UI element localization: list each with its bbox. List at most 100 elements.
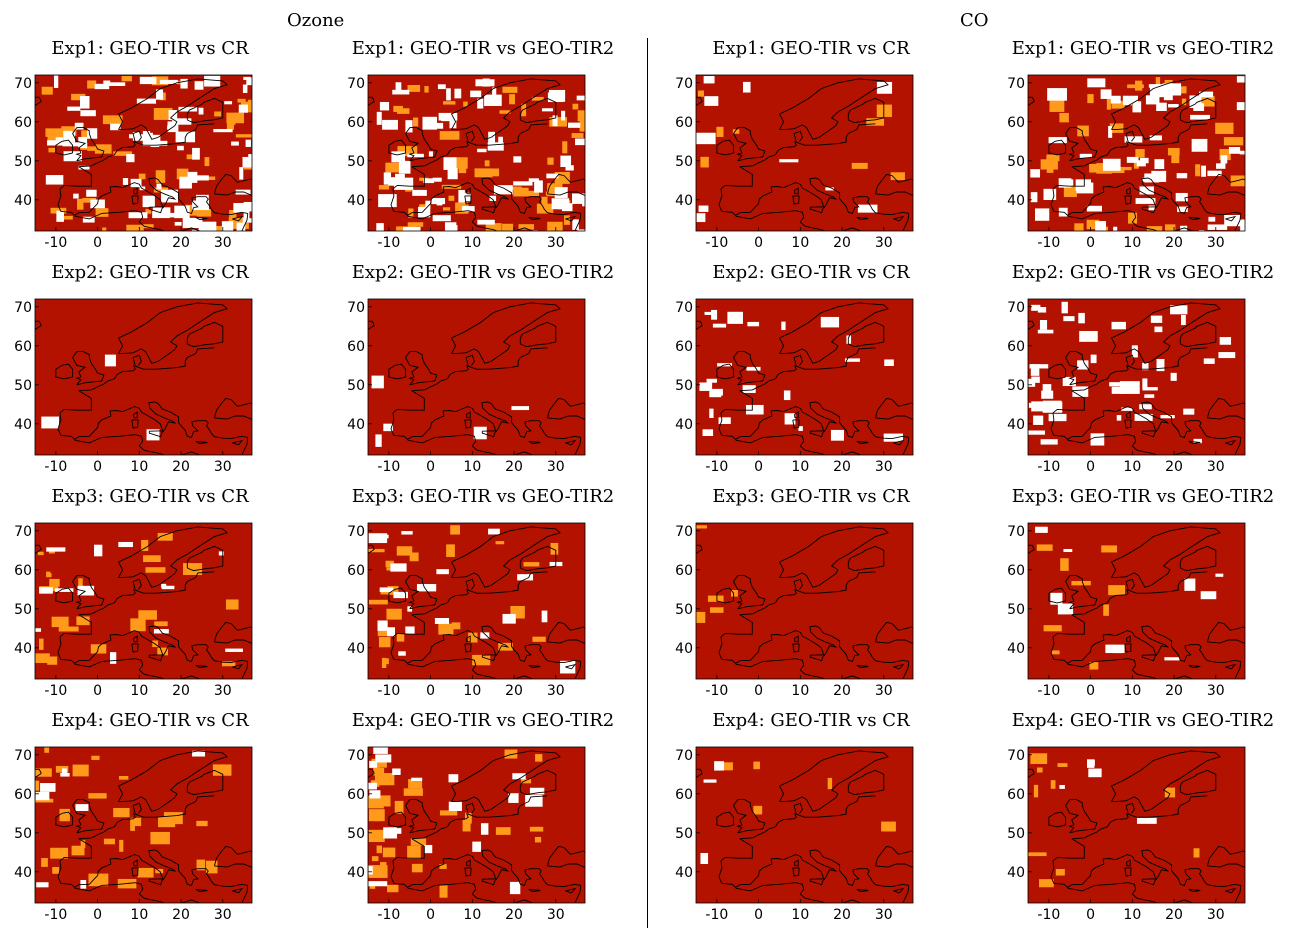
map-panel: Exp3: GEO-TIR vs GEO-TIR2 -10 0 10 20 30 40 50 6… bbox=[333, 486, 633, 708]
x-tick-label: 0 bbox=[754, 907, 763, 923]
coastline bbox=[1125, 795, 1208, 818]
grid-patch bbox=[798, 426, 803, 431]
grid-patch bbox=[102, 115, 123, 125]
grid-patch bbox=[67, 106, 81, 111]
grid-patch bbox=[442, 207, 451, 211]
coastline bbox=[232, 439, 244, 446]
grid-patch bbox=[138, 173, 146, 180]
coastline bbox=[718, 166, 909, 216]
plot-frame bbox=[695, 522, 914, 680]
grid-patch bbox=[743, 81, 751, 93]
grid-patch bbox=[395, 173, 405, 181]
grid-patch bbox=[1048, 137, 1067, 144]
panel-title: Exp1: GEO-TIR vs CR bbox=[51, 38, 249, 59]
coastline bbox=[733, 126, 766, 162]
coastline bbox=[856, 216, 869, 221]
grid-patch bbox=[391, 151, 406, 163]
grid-patch bbox=[178, 106, 198, 112]
grid-patch bbox=[416, 584, 437, 592]
grid-patch bbox=[198, 230, 212, 231]
grid-patch bbox=[407, 153, 424, 158]
coastline bbox=[875, 639, 913, 644]
grid-patch bbox=[1179, 86, 1187, 94]
panel-title: Exp4: GEO-TIR vs CR bbox=[51, 710, 249, 731]
grid-patch bbox=[560, 155, 572, 168]
coastline bbox=[55, 811, 74, 828]
coastline bbox=[117, 78, 228, 140]
significance-field bbox=[696, 75, 913, 231]
grid-patch bbox=[547, 221, 563, 231]
y-tick-label: 40 bbox=[347, 417, 365, 433]
coastline bbox=[739, 365, 797, 392]
grid-patch bbox=[143, 555, 161, 563]
grid-patch bbox=[386, 627, 396, 637]
grid-patch bbox=[1087, 94, 1094, 104]
coastline bbox=[1225, 215, 1237, 222]
coastline bbox=[856, 440, 869, 445]
coastline bbox=[213, 397, 252, 419]
y-tick-label: 50 bbox=[14, 826, 32, 842]
grid-patch bbox=[1175, 192, 1188, 202]
grid-patch bbox=[146, 429, 160, 441]
coastline bbox=[117, 526, 228, 588]
grid-patch bbox=[1163, 95, 1173, 101]
coastline bbox=[464, 643, 472, 653]
grid-patch bbox=[394, 177, 414, 190]
grid-patch bbox=[1215, 122, 1234, 134]
grid-patch bbox=[71, 845, 85, 856]
coastline bbox=[1124, 643, 1132, 653]
grid-patch bbox=[1103, 604, 1109, 616]
grid-patch bbox=[379, 101, 390, 111]
grid-patch bbox=[405, 626, 415, 634]
grid-patch bbox=[374, 795, 391, 807]
coastline bbox=[214, 639, 252, 644]
grid-patch bbox=[375, 434, 382, 447]
x-tick-label: 10 bbox=[130, 459, 148, 475]
grid-patch bbox=[502, 613, 516, 624]
grid-patch bbox=[388, 177, 399, 186]
grid-patch bbox=[474, 168, 493, 178]
y-tick-label: 50 bbox=[347, 826, 365, 842]
x-tick-label: -10 bbox=[1037, 907, 1060, 923]
grid-patch bbox=[41, 86, 53, 95]
grid-patch bbox=[138, 610, 157, 620]
grid-patch bbox=[245, 139, 251, 147]
coastline bbox=[214, 415, 252, 420]
grid-patch bbox=[182, 217, 203, 229]
grid-patch bbox=[1036, 544, 1053, 551]
grid-patch bbox=[1150, 315, 1163, 323]
y-tick-label: 50 bbox=[347, 154, 365, 170]
plot-frame bbox=[1027, 522, 1246, 680]
coastline bbox=[214, 191, 252, 196]
y-tick-label: 60 bbox=[1007, 339, 1025, 355]
grid-patch bbox=[1059, 112, 1069, 123]
y-tick-label: 70 bbox=[14, 76, 32, 92]
coastline bbox=[1207, 863, 1245, 868]
coastline bbox=[450, 302, 561, 364]
y-tick-label: 40 bbox=[675, 193, 693, 209]
section-title-co: CO bbox=[960, 10, 989, 31]
grid-patch bbox=[77, 585, 95, 596]
x-tick-label: 0 bbox=[93, 907, 102, 923]
grid-patch bbox=[237, 98, 246, 103]
grid-patch bbox=[784, 413, 796, 425]
coastline bbox=[513, 437, 582, 455]
grid-patch bbox=[781, 321, 786, 331]
grid-patch bbox=[71, 93, 86, 101]
grid-patch bbox=[531, 230, 539, 231]
coastline bbox=[874, 621, 913, 643]
y-tick-label: 70 bbox=[1007, 748, 1025, 764]
grid-patch bbox=[247, 99, 252, 104]
grid-patch bbox=[565, 165, 574, 171]
grid-patch bbox=[118, 541, 133, 548]
grid-patch bbox=[1030, 192, 1038, 203]
y-tick-label: 70 bbox=[675, 300, 693, 316]
grid-patch bbox=[143, 224, 154, 229]
coastline bbox=[464, 419, 472, 429]
grid-patch bbox=[407, 222, 424, 227]
map-panel: Exp1: GEO-TIR vs CR -10 0 10 20 30 40 50 60 70 bbox=[0, 38, 300, 260]
x-tick-label: 20 bbox=[833, 235, 851, 251]
coastline bbox=[1126, 187, 1131, 195]
grid-patch bbox=[747, 321, 760, 327]
grid-patch bbox=[732, 129, 740, 134]
